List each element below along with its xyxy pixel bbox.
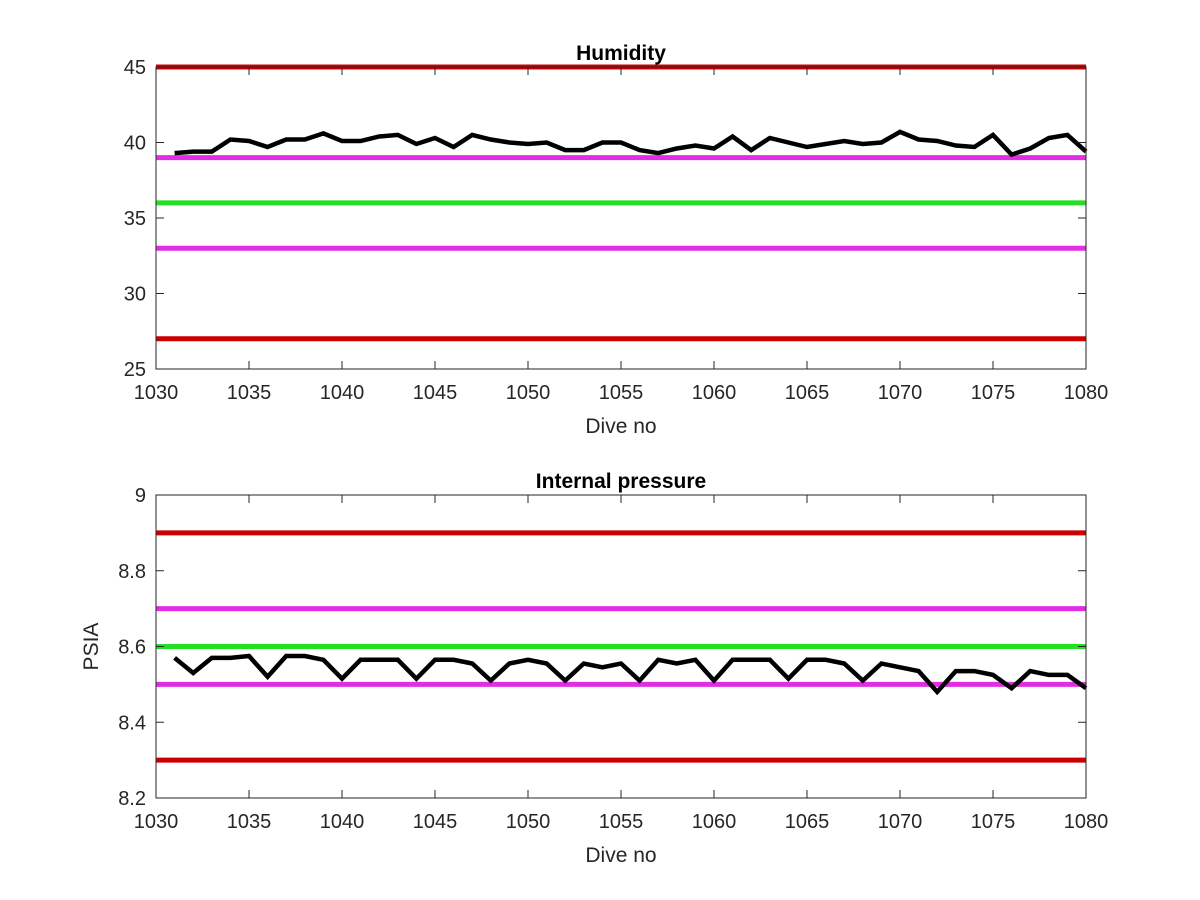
humidity-x-tick-label: 1065 [785, 382, 830, 404]
pressure-x-tick-label: 1055 [599, 811, 644, 833]
pressure-x-tick-label: 1065 [785, 811, 830, 833]
humidity-y-tick-label: 40 [124, 133, 146, 155]
pressure-y-tick-label: 8.8 [118, 561, 146, 583]
pressure-series-line-0 [173, 653, 1088, 696]
humidity-x-tick-label: 1060 [692, 382, 737, 404]
humidity-x-tick-label: 1075 [971, 382, 1016, 404]
pressure-y-tick-label: 9 [135, 485, 146, 507]
humidity-chart-title: Humidity [576, 42, 666, 65]
humidity-x-tick-label: 1050 [506, 382, 551, 404]
internal-pressure-chart: 1030 1035 1040 1045 1050 1055 1060 1065 1070 1075… [80, 470, 1108, 867]
pressure-series [173, 653, 1088, 696]
pressure-x-tick-label: 1030 [134, 811, 179, 833]
pressure-chart-title: Internal pressure [536, 470, 706, 493]
humidity-x-tick-label: 1070 [878, 382, 923, 404]
pressure-x-tick-label: 1035 [227, 811, 272, 833]
humidity-y-tick-label: 35 [124, 208, 146, 230]
pressure-x-tick-label: 1060 [692, 811, 737, 833]
humidity-series [174, 129, 1088, 158]
pressure-x-tick-label: 1075 [971, 811, 1016, 833]
pressure-y-tick-label: 8.2 [118, 788, 146, 810]
humidity-x-tick-label: 1080 [1064, 382, 1109, 404]
humidity-ticks: 1030 1035 1040 1045 1050 1055 1060 1065 1070 1075… [124, 57, 1109, 404]
humidity-y-tick-label: 30 [124, 284, 146, 306]
pressure-x-tick-label: 1050 [506, 811, 551, 833]
humidity-x-axis-label: Dive no [585, 415, 656, 438]
humidity-y-tick-label: 45 [124, 57, 146, 79]
pressure-x-axis-label: Dive no [585, 844, 656, 867]
humidity-chart: 1030 1035 1040 1045 1050 1055 1060 1065 1070 1075… [124, 42, 1109, 438]
pressure-y-axis-label: PSIA [80, 623, 103, 671]
humidity-series-line-0 [174, 129, 1088, 158]
humidity-y-tick-label: 25 [124, 359, 146, 381]
humidity-x-tick-label: 1030 [134, 382, 179, 404]
humidity-x-tick-label: 1040 [320, 382, 365, 404]
humidity-x-tick-label: 1055 [599, 382, 644, 404]
pressure-ticks: 1030 1035 1040 1045 1050 1055 1060 1065 1070 1075… [118, 485, 1108, 833]
pressure-x-tick-label: 1070 [878, 811, 923, 833]
pressure-y-tick-label: 8.4 [118, 712, 146, 734]
pressure-x-tick-label: 1080 [1064, 811, 1109, 833]
pressure-y-tick-label: 8.6 [118, 637, 146, 659]
humidity-x-tick-label: 1045 [413, 382, 458, 404]
humidity-x-tick-label: 1035 [227, 382, 272, 404]
pressure-x-tick-label: 1045 [413, 811, 458, 833]
pressure-x-tick-label: 1040 [320, 811, 365, 833]
